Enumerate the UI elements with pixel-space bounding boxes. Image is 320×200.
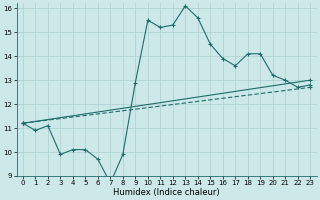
X-axis label: Humidex (Indice chaleur): Humidex (Indice chaleur): [113, 188, 220, 197]
